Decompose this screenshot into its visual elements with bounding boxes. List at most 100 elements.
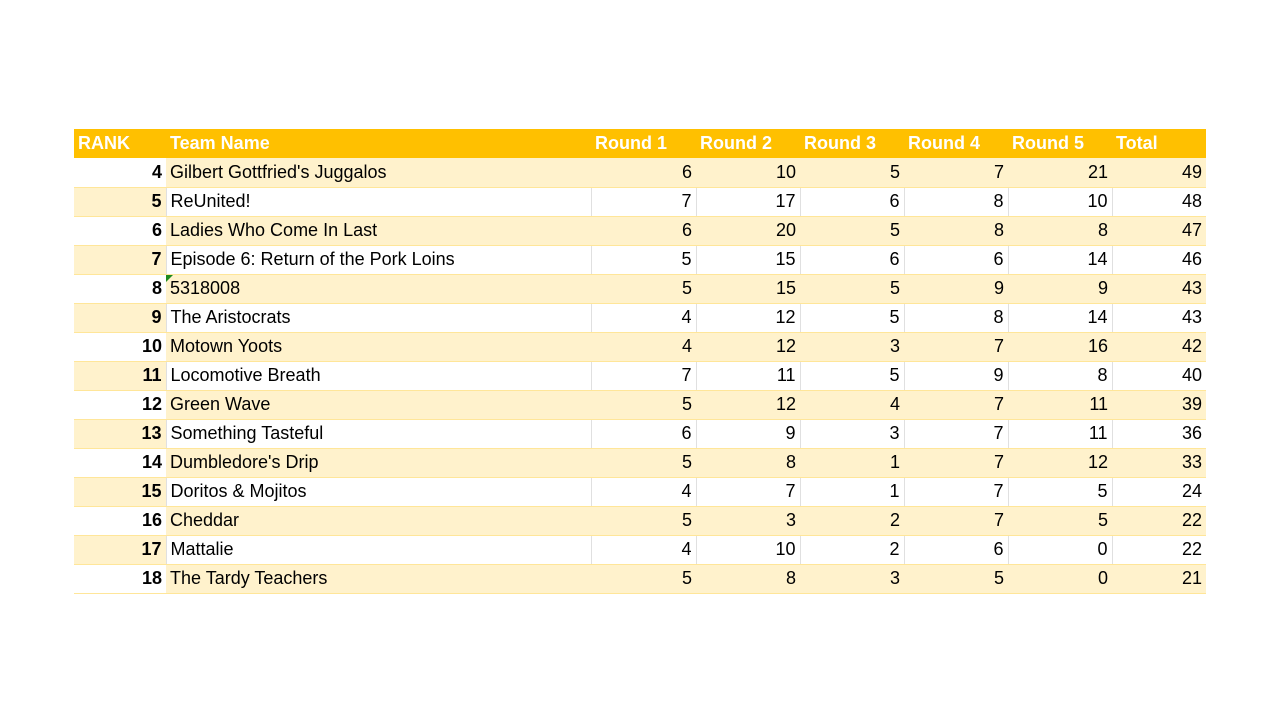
score-cell: 5 — [591, 390, 696, 420]
team-cell: Doritos & Mojitos — [165, 477, 591, 507]
score-cell: 5 — [904, 564, 1008, 594]
rank-cell: 17 — [74, 535, 166, 565]
score-cell: 8 — [696, 564, 800, 594]
score-cell: 9 — [903, 361, 1008, 391]
table-row: 11 Locomotive Breath 7 11 5 9 8 40 — [74, 361, 1206, 391]
score-cell: 15 — [696, 274, 800, 304]
score-cell: 5 — [591, 506, 696, 536]
score-table: RANK Team Name Round 1 Round 2 Round 3 Round … — [74, 129, 1206, 594]
score-cell: 22 — [1112, 506, 1206, 536]
score-cell: 2 — [799, 535, 904, 565]
score-cell: 14 — [1007, 303, 1112, 333]
table-row: 4 Gilbert Gottfried's Juggalos 6 10 5 7 21 49 — [74, 158, 1206, 188]
score-cell: 11 — [1008, 390, 1112, 420]
team-cell: Ladies Who Come In Last — [166, 216, 591, 246]
team-cell: ReUnited! — [165, 187, 591, 217]
score-cell: 17 — [695, 187, 800, 217]
table-row: 18 The Tardy Teachers 5 8 3 5 0 21 — [74, 564, 1206, 594]
score-cell: 2 — [800, 506, 904, 536]
score-cell: 7 — [904, 506, 1008, 536]
rank-cell: 16 — [74, 506, 166, 536]
team-cell: The Aristocrats — [165, 303, 591, 333]
score-cell: 1 — [800, 448, 904, 478]
score-cell: 12 — [696, 390, 800, 420]
score-cell: 7 — [904, 332, 1008, 362]
table-row: 14 Dumbledore's Drip 5 8 1 7 12 33 — [74, 448, 1206, 478]
score-cell: 8 — [904, 216, 1008, 246]
table-row: 8 5318008 5 15 5 9 9 43 — [74, 274, 1206, 304]
score-cell: 16 — [1008, 332, 1112, 362]
header-cell: Total — [1112, 129, 1206, 158]
score-cell: 3 — [799, 419, 904, 449]
score-cell: 6 — [903, 535, 1008, 565]
score-cell: 7 — [904, 448, 1008, 478]
header-cell: RANK — [74, 129, 166, 158]
score-cell: 39 — [1112, 390, 1206, 420]
score-cell: 43 — [1111, 303, 1206, 333]
score-cell: 14 — [1007, 245, 1112, 275]
score-cell: 22 — [1111, 535, 1206, 565]
score-cell: 1 — [799, 477, 904, 507]
score-cell: 36 — [1111, 419, 1206, 449]
team-cell: Something Tasteful — [165, 419, 591, 449]
team-cell: Dumbledore's Drip — [166, 448, 591, 478]
score-cell: 10 — [695, 535, 800, 565]
table-row: 15 Doritos & Mojitos 4 7 1 7 5 24 — [74, 477, 1206, 507]
score-cell: 3 — [800, 564, 904, 594]
rank-cell: 12 — [74, 390, 166, 420]
score-cell: 3 — [800, 332, 904, 362]
rank-cell: 11 — [74, 361, 166, 391]
score-cell: 6 — [903, 245, 1008, 275]
team-cell: Gilbert Gottfried's Juggalos — [166, 158, 591, 188]
score-cell: 0 — [1008, 564, 1112, 594]
header-cell: Round 1 — [591, 129, 696, 158]
score-cell: 43 — [1112, 274, 1206, 304]
score-cell: 8 — [1008, 216, 1112, 246]
table-body: 4 Gilbert Gottfried's Juggalos 6 10 5 7 21 49 5 R… — [74, 158, 1206, 594]
rank-cell: 13 — [74, 419, 166, 449]
score-cell: 24 — [1111, 477, 1206, 507]
score-cell: 4 — [590, 477, 696, 507]
score-cell: 7 — [590, 187, 696, 217]
score-cell: 5 — [800, 158, 904, 188]
score-cell: 5 — [1008, 506, 1112, 536]
score-cell: 7 — [903, 477, 1008, 507]
score-cell: 21 — [1008, 158, 1112, 188]
header-cell: Round 2 — [696, 129, 800, 158]
score-cell: 33 — [1112, 448, 1206, 478]
score-cell: 5 — [591, 274, 696, 304]
score-cell: 9 — [1008, 274, 1112, 304]
score-cell: 5 — [800, 216, 904, 246]
score-cell: 6 — [591, 158, 696, 188]
rank-cell: 9 — [74, 303, 166, 333]
score-cell: 3 — [696, 506, 800, 536]
score-cell: 7 — [904, 390, 1008, 420]
score-cell: 4 — [800, 390, 904, 420]
team-cell: Locomotive Breath — [165, 361, 591, 391]
score-table-wrap: RANK Team Name Round 1 Round 2 Round 3 Round … — [74, 129, 1206, 594]
score-cell: 11 — [1007, 419, 1112, 449]
table-row: 10 Motown Yoots 4 12 3 7 16 42 — [74, 332, 1206, 362]
score-cell: 40 — [1111, 361, 1206, 391]
score-cell: 49 — [1112, 158, 1206, 188]
table-row: 13 Something Tasteful 6 9 3 7 11 36 — [74, 419, 1206, 449]
score-cell: 20 — [696, 216, 800, 246]
rank-cell: 5 — [74, 187, 166, 217]
score-cell: 12 — [1008, 448, 1112, 478]
team-cell: Mattalie — [165, 535, 591, 565]
header-cell: Round 5 — [1008, 129, 1112, 158]
table-row: 6 Ladies Who Come In Last 6 20 5 8 8 47 — [74, 216, 1206, 246]
score-cell: 8 — [903, 303, 1008, 333]
score-cell: 8 — [903, 187, 1008, 217]
table-row: 9 The Aristocrats 4 12 5 8 14 43 — [74, 303, 1206, 333]
rank-cell: 4 — [74, 158, 166, 188]
rank-cell: 7 — [74, 245, 166, 275]
rank-cell: 8 — [74, 274, 166, 304]
team-cell: The Tardy Teachers — [166, 564, 591, 594]
header-cell: Round 3 — [800, 129, 904, 158]
text-number-flag — [166, 274, 173, 282]
score-cell: 6 — [799, 245, 904, 275]
score-cell: 10 — [696, 158, 800, 188]
score-cell: 46 — [1111, 245, 1206, 275]
